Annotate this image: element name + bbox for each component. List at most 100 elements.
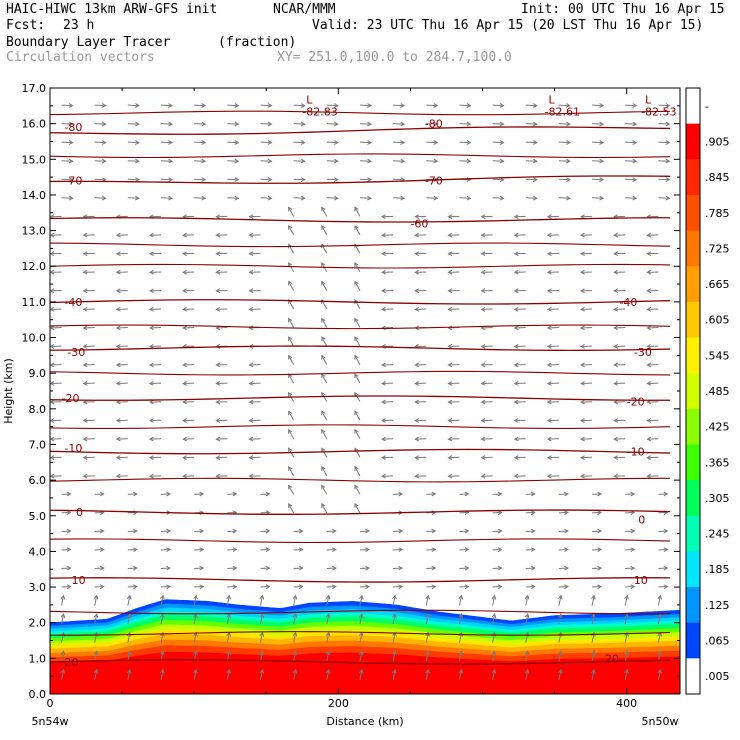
vector-head <box>234 177 240 182</box>
low-marker: L <box>306 93 313 106</box>
wind-vector <box>82 306 95 312</box>
wind-vector <box>50 455 62 460</box>
vector-head <box>288 503 293 508</box>
vector-shaft <box>94 178 106 181</box>
wind-vector <box>447 325 460 331</box>
vector-head <box>480 399 486 405</box>
vector-shaft <box>293 595 297 606</box>
contour-label: -40 <box>619 296 637 309</box>
wind-vector <box>260 103 273 108</box>
temperature-contour-line <box>50 217 670 223</box>
wind-vector <box>658 121 671 127</box>
vector-shaft <box>558 493 568 495</box>
vector-shaft <box>227 530 237 532</box>
vector-head <box>115 288 121 294</box>
wind-vector <box>459 528 470 534</box>
vector-head <box>365 565 370 571</box>
vector-shaft <box>260 197 272 199</box>
wind-vector <box>492 158 505 164</box>
vector-head <box>414 288 420 294</box>
vector-shaft <box>658 567 668 570</box>
wind-vector <box>160 528 172 534</box>
vector-head <box>433 103 439 108</box>
wind-vector <box>591 668 596 680</box>
vector-head <box>359 594 364 600</box>
vector-head <box>298 565 304 571</box>
x-tick-label: 200 <box>328 697 349 710</box>
vector-head <box>82 232 88 238</box>
wind-vector <box>293 584 304 590</box>
vector-head <box>248 418 254 423</box>
wind-vector <box>321 484 328 495</box>
wind-vector <box>480 344 493 349</box>
vector-shaft <box>658 493 668 495</box>
wind-vector <box>354 224 361 236</box>
vector-head <box>646 362 652 368</box>
vector-shaft <box>226 669 230 680</box>
vector-shaft <box>293 141 305 144</box>
vector-shaft <box>61 197 73 199</box>
y-tick-label: 3.0 <box>29 581 47 594</box>
temperature-contour-line <box>50 110 670 116</box>
vector-head <box>50 269 55 275</box>
vector-head <box>115 269 121 275</box>
vector-head <box>580 455 585 460</box>
vector-head <box>148 325 154 331</box>
vector-head <box>148 251 154 257</box>
wind-vector <box>94 584 105 590</box>
vector-head <box>215 418 221 423</box>
vector-shaft <box>127 493 137 495</box>
vector-shaft <box>525 651 529 662</box>
wind-vector <box>658 195 671 201</box>
wind-vector <box>646 306 659 312</box>
vector-head <box>597 510 603 515</box>
vector-head <box>354 280 359 286</box>
vector-shaft <box>426 567 436 570</box>
colorbar-swatch <box>686 515 700 552</box>
vector-head <box>447 418 453 423</box>
y-tick-label: 2.0 <box>29 617 47 630</box>
wind-vector <box>321 410 328 421</box>
field-name: Boundary Layer Tracer <box>6 35 171 50</box>
wind-vector <box>524 613 530 625</box>
wind-vector <box>513 436 526 442</box>
wind-vector <box>624 650 629 662</box>
vector-shaft <box>127 530 137 532</box>
wind-vector <box>393 195 406 201</box>
vector-head <box>99 547 105 553</box>
vector-head <box>331 528 337 534</box>
wind-vector <box>393 584 404 590</box>
vector-head <box>115 436 121 442</box>
wind-vector <box>480 232 493 238</box>
vector-shaft <box>293 178 305 181</box>
vector-shaft <box>127 178 139 181</box>
wind-vector <box>580 269 593 275</box>
vector-head <box>381 473 386 479</box>
vector-head <box>499 121 505 127</box>
wind-vector <box>546 232 559 238</box>
vector-head <box>265 528 271 534</box>
wind-vector <box>160 668 165 680</box>
vector-shaft <box>160 586 171 588</box>
wind-vector <box>525 565 536 571</box>
wind-vector <box>50 344 62 349</box>
vector-shaft <box>492 123 504 125</box>
vector-head <box>497 565 503 571</box>
vector-head <box>564 584 569 590</box>
wind-vector <box>227 177 240 182</box>
vector-head <box>60 613 66 619</box>
vector-head <box>60 594 66 600</box>
vector-head <box>381 418 386 423</box>
vector-head <box>226 594 231 600</box>
wind-vector <box>61 103 74 108</box>
vector-head <box>288 224 293 230</box>
vector-head <box>665 195 671 201</box>
wind-vector <box>354 336 361 347</box>
wind-vector <box>492 510 503 515</box>
vector-shaft <box>657 651 661 662</box>
vector-head <box>613 399 619 405</box>
vector-shaft <box>226 632 230 643</box>
vector-shaft <box>326 197 338 199</box>
vector-head <box>367 177 372 182</box>
wind-vector <box>592 584 603 590</box>
